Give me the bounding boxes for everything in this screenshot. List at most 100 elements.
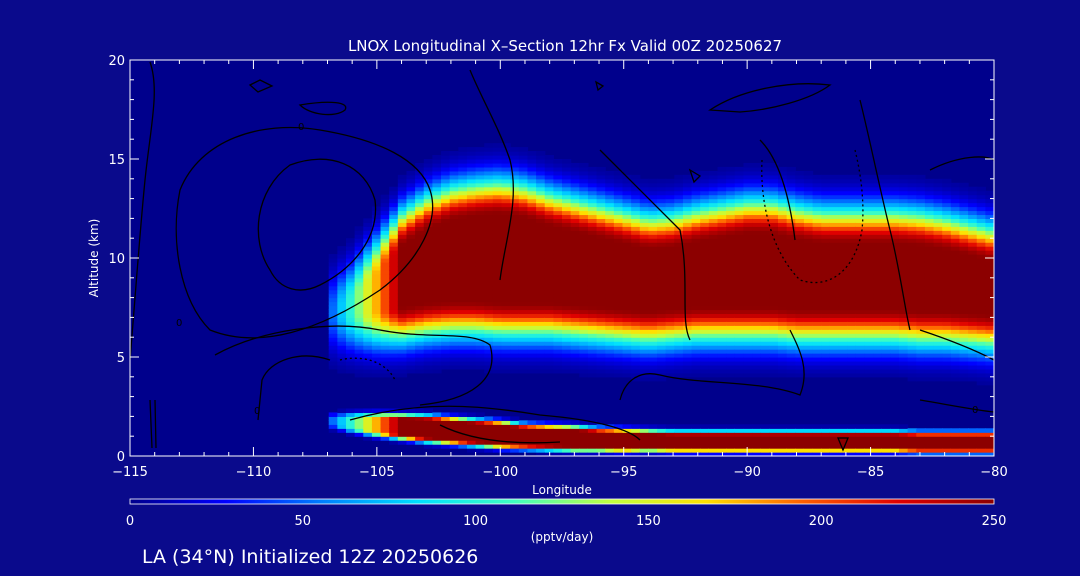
heatmap-cell [570, 341, 580, 346]
heatmap-cell [501, 277, 511, 283]
heatmap-cell [536, 305, 546, 311]
heatmap-cell [898, 428, 909, 433]
heatmap-cell [605, 254, 615, 259]
heatmap-cell [821, 289, 831, 295]
heatmap-cell [397, 432, 408, 437]
heatmap-cell [432, 210, 442, 216]
heatmap-cell [717, 206, 727, 212]
heatmap-cell [337, 317, 347, 322]
heatmap-cell [665, 305, 675, 311]
heatmap-cell [536, 281, 546, 287]
heatmap-cell [838, 424, 848, 429]
heatmap-cell [898, 301, 909, 307]
heatmap-cell [752, 337, 762, 342]
heatmap-cell [665, 190, 675, 196]
heatmap-cell [639, 376, 649, 382]
heatmap-cell [466, 186, 477, 192]
heatmap-cell [821, 452, 831, 456]
heatmap-cell [510, 293, 520, 299]
heatmap-cell [924, 293, 935, 299]
heatmap-cell [587, 325, 598, 330]
heatmap-cell [371, 329, 382, 334]
heatmap-cell [380, 265, 390, 271]
heatmap-cell [933, 273, 943, 279]
heatmap-cell [544, 289, 554, 295]
heatmap-cell [587, 242, 598, 247]
heatmap-cell [389, 368, 399, 374]
heatmap-cell [968, 242, 978, 247]
heatmap-cell [682, 432, 693, 437]
heatmap-cell [847, 424, 857, 429]
heatmap-cell [682, 238, 693, 243]
heatmap-cell [397, 269, 408, 275]
heatmap-cell [648, 440, 658, 445]
heatmap-cell [510, 349, 520, 354]
heatmap-cell [864, 194, 874, 200]
heatmap-cell [838, 305, 848, 311]
heatmap-cell [544, 420, 554, 425]
heatmap-cell [657, 329, 667, 334]
heatmap-cell [371, 238, 382, 243]
heatmap-cell [475, 444, 485, 449]
heatmap-cell [950, 333, 961, 338]
heatmap-cell [907, 301, 917, 307]
heatmap-cell [622, 440, 632, 445]
heatmap-cell [924, 261, 935, 267]
heatmap-cell [873, 368, 883, 374]
heatmap-cell [691, 289, 701, 295]
heatmap-cell [769, 436, 779, 441]
heatmap-cell [587, 313, 598, 318]
heatmap-cell [682, 424, 693, 429]
heatmap-cell [873, 186, 883, 192]
heatmap-cell [475, 321, 485, 326]
heatmap-cell [838, 309, 848, 315]
heatmap-cell [363, 301, 373, 307]
heatmap-cell [691, 432, 701, 437]
heatmap-cell [674, 341, 684, 346]
heatmap-cell [475, 353, 485, 358]
heatmap-cell [363, 258, 373, 263]
heatmap-cell [380, 230, 390, 235]
heatmap-cell [933, 357, 943, 362]
heatmap-cell [950, 182, 961, 188]
heatmap-cell [743, 190, 753, 196]
heatmap-cell [328, 353, 338, 358]
heatmap-cell [812, 353, 822, 358]
heatmap-cell [665, 325, 675, 330]
heatmap-cell [717, 360, 727, 366]
heatmap-cell [881, 301, 891, 307]
heatmap-cell [596, 297, 606, 303]
heatmap-cell [553, 448, 563, 453]
heatmap-cell [449, 265, 459, 271]
heatmap-cell [466, 353, 477, 358]
heatmap-cell [959, 261, 969, 267]
heatmap-cell [985, 341, 994, 346]
heatmap-cell [605, 194, 615, 200]
heatmap-cell [657, 273, 667, 279]
heatmap-cell [821, 238, 831, 243]
heatmap-cell [648, 258, 658, 263]
heatmap-cell [579, 360, 589, 366]
heatmap-cell [864, 281, 874, 287]
heatmap-cell [587, 360, 598, 366]
heatmap-cell [769, 301, 779, 307]
heatmap-cell [536, 151, 546, 156]
heatmap-cell [847, 222, 857, 227]
heatmap-cell [397, 297, 408, 303]
heatmap-cell [406, 313, 416, 318]
heatmap-cell [406, 341, 416, 346]
heatmap-cell [803, 234, 814, 239]
heatmap-cell [691, 202, 701, 208]
heatmap-cell [700, 226, 710, 231]
heatmap-cell [423, 345, 433, 350]
heatmap-cell [346, 285, 356, 291]
heatmap-cell [760, 329, 770, 334]
heatmap-cell [795, 242, 805, 247]
heatmap-cell [976, 380, 986, 386]
heatmap-cell [605, 214, 615, 219]
heatmap-cell [907, 321, 917, 326]
heatmap-cell [432, 202, 442, 208]
heatmap-cell [743, 261, 753, 267]
heatmap-cell [812, 178, 822, 184]
heatmap-cell [354, 242, 364, 247]
